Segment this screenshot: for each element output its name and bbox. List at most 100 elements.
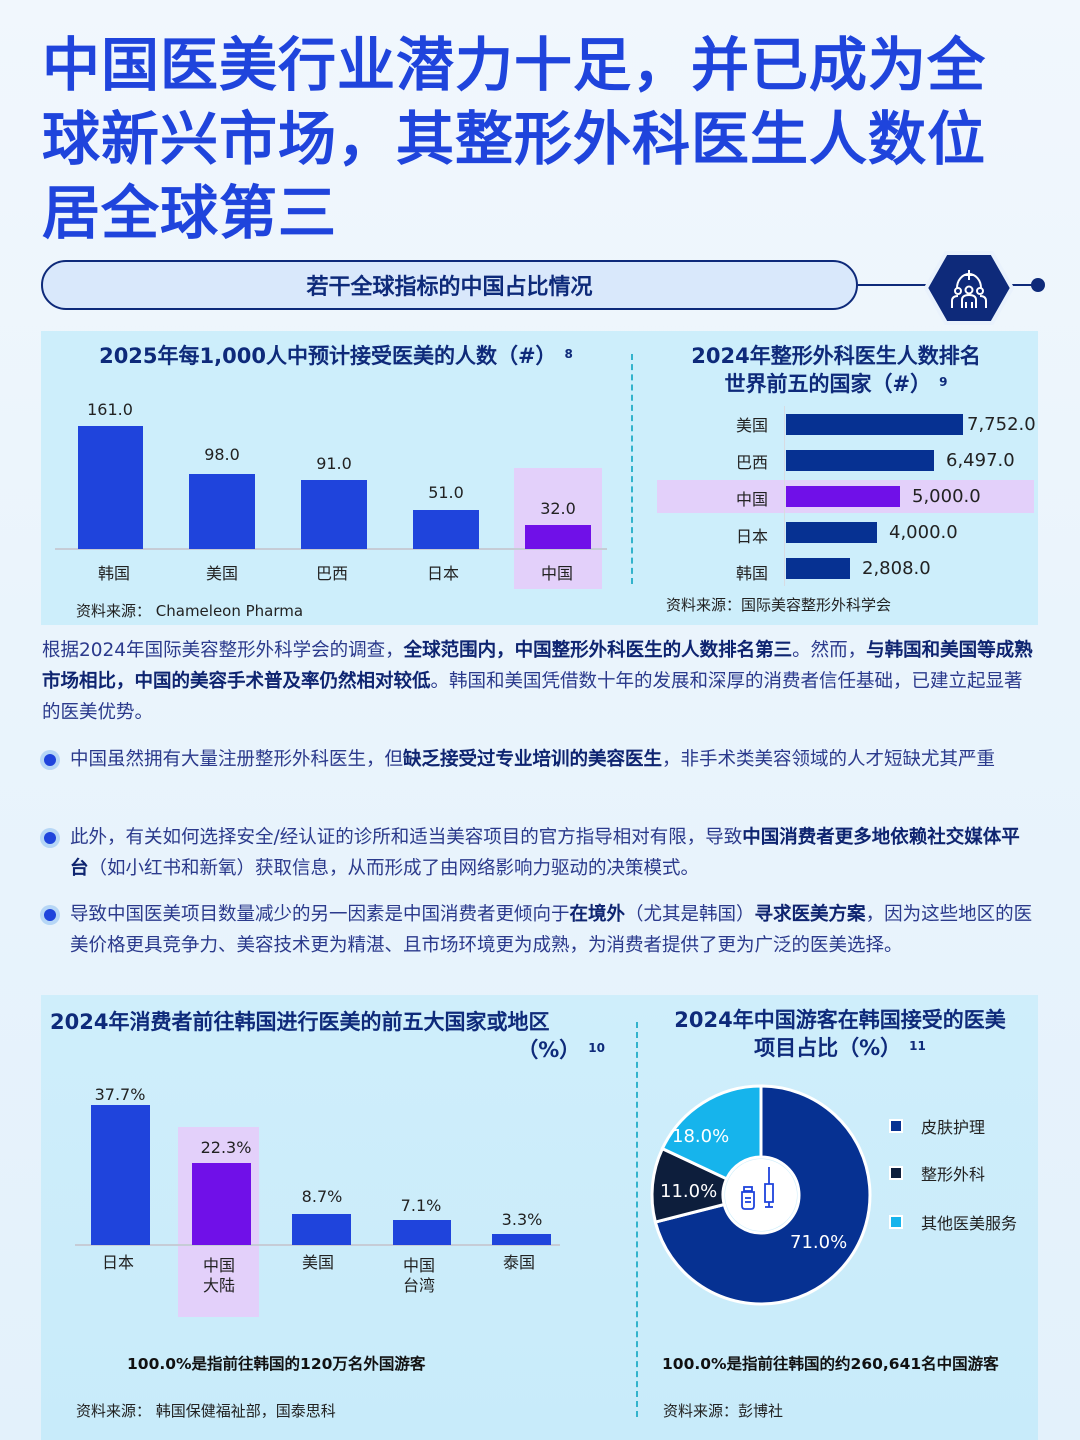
text-run-bold: 缺乏接受过专业培训的美容医生 — [403, 749, 663, 770]
bar-china — [786, 486, 900, 507]
value-label: 5,000.0 — [912, 486, 981, 507]
legend-swatch — [889, 1119, 903, 1133]
chart3-title-line: （%） — [517, 1038, 581, 1062]
category-label: 巴西 — [315, 564, 348, 583]
legend-item: 整形外科 — [889, 1161, 985, 1185]
legend-label: 整形外科 — [921, 1165, 986, 1184]
bullet-item: 此外，有关如何选择安全/经认证的诊所和适当美容项目的官方指导相对有限，导致中国消… — [42, 822, 1038, 884]
text-run: 导致中国医美项目数量减少的另一因素是中国消费者更倾向于 — [70, 904, 570, 925]
vial-syringe-icon — [741, 1167, 774, 1210]
bullet-dot-icon — [44, 754, 56, 766]
legend-swatch — [889, 1166, 903, 1180]
bar-japan — [786, 522, 877, 543]
chart-divider — [636, 1022, 638, 1417]
text-run: ，因为这些地区的医美价格更具竞争力、美容技术更为精湛、且市场环境更为成熟，为消费… — [70, 904, 1033, 956]
legend-label: 其他医美服务 — [921, 1214, 1018, 1233]
text-run-bold: 中国消费者更多地依赖社交媒体平台 — [70, 827, 1020, 879]
x-axis-line — [55, 548, 607, 550]
bar-china-taiwan — [393, 1220, 451, 1245]
value-label: 3.3% — [501, 1210, 543, 1229]
text-run: ，非手术类美容领域的人才短缺尤其严重 — [662, 749, 996, 770]
connector-line — [858, 284, 928, 286]
category-label: 韩国 — [735, 564, 768, 583]
category-label: 日本 — [101, 1253, 134, 1272]
bullet-item: 中国虽然拥有大量注册整形外科医生，但缺乏接受过专业培训的美容医生，非手术类美容领… — [42, 744, 1038, 775]
bar-usa — [786, 414, 963, 435]
text-run: 根据2024年国际美容整形外科学会的调查， — [42, 640, 404, 661]
chart1-title-text: 2025年每1,000人中预计接受医美的人数（#） — [99, 344, 557, 368]
bullet-dot-icon — [44, 909, 56, 921]
category-label: 美国 — [301, 1253, 334, 1272]
text-run: 中国虽然拥有大量注册整形外科医生，但 — [70, 749, 404, 770]
value-label: 7.1% — [400, 1196, 442, 1215]
donut-chart — [650, 1084, 872, 1306]
slice-other-services — [660, 1084, 763, 1181]
chart4-title: 2024年中国游客在韩国接受的医美 项目占比（%） 11 — [650, 1006, 1030, 1062]
bar-brazil — [786, 450, 934, 471]
text-run-bold: 寻求医美方案 — [754, 904, 866, 925]
footnote-marker: 11 — [909, 1039, 926, 1053]
category-label: 中国 台湾 — [402, 1256, 435, 1295]
footnote-marker: 9 — [939, 375, 948, 389]
bar-japan — [91, 1105, 150, 1245]
category-label: 泰国 — [502, 1253, 535, 1272]
page-title: 中国医美行业潜力十足，并已成为全 球新兴市场，其整形外科医生人数位 居全球第三 — [42, 28, 1042, 250]
text-run-bold: 全球范围内，中国整形外科医生的人数排名第三 — [403, 640, 793, 661]
chart3-source: 资料来源： 韩国保健福祉部，国泰思科 — [76, 1402, 336, 1420]
chart4-title-line: 2024年中国游客在韩国接受的医美 — [674, 1008, 1006, 1032]
text-run-bold: 与韩国和美国等成熟市场相比，中国的美容手术普及率仍然相对较低 — [42, 640, 1033, 692]
text-run: 。韩国和美国凭借数十年的发展和深厚的消费者信任基础，已建立起显著的医美优势。 — [42, 671, 1023, 723]
medical-team-icon — [924, 251, 1014, 325]
slice-label: 18.0% — [672, 1126, 730, 1147]
value-label: 8.7% — [301, 1187, 343, 1206]
value-label: 51.0 — [428, 483, 464, 502]
y-axis-line — [784, 406, 785, 586]
bar-china-mainland — [192, 1163, 251, 1245]
connector-dot — [1031, 278, 1045, 292]
section-header-label: 若干全球指标的中国占比情况 — [306, 275, 593, 300]
chart2-source: 资料来源：国际美容整形外科学会 — [666, 596, 892, 614]
title-line-2: 球新兴市场，其整形外科医生人数位 — [42, 105, 987, 173]
bar-korea — [786, 558, 850, 579]
category-label: 日本 — [426, 564, 459, 583]
value-label: 91.0 — [316, 454, 352, 473]
chart4-title-line: 项目占比（%） — [754, 1036, 902, 1060]
legend-item: 皮肤护理 — [889, 1114, 985, 1138]
value-label: 2,808.0 — [862, 558, 931, 579]
value-label: 4,000.0 — [889, 522, 958, 543]
chart4-source: 资料来源：彭博社 — [663, 1402, 784, 1420]
bullet-dot-icon — [44, 832, 56, 844]
bar-usa — [189, 474, 255, 549]
value-label: 7,752.0 — [967, 414, 1036, 435]
category-label: 巴西 — [735, 453, 768, 472]
text-run-bold: 在境外 — [569, 904, 626, 925]
x-axis-line — [75, 1244, 560, 1246]
section-header: 若干全球指标的中国占比情况 — [41, 260, 858, 310]
legend-item: 其他医美服务 — [889, 1210, 1017, 1234]
category-label: 韩国 — [97, 564, 130, 583]
chart2-title-line: 2024年整形外科医生人数排名 — [691, 344, 981, 368]
category-label: 美国 — [205, 564, 238, 583]
text-run: 此外，有关如何选择安全/经认证的诊所和适当美容项目的官方指导相对有限，导致 — [70, 827, 743, 848]
text-run: （尤其是韩国） — [625, 904, 755, 925]
bar-china — [525, 525, 591, 549]
chart-divider — [631, 354, 633, 584]
bullet-item: 导致中国医美项目数量减少的另一因素是中国消费者更倾向于在境外（尤其是韩国）寻求医… — [42, 899, 1038, 961]
slice-skin-care — [653, 1084, 872, 1306]
text-run: 。然而， — [792, 640, 867, 661]
value-label: 6,497.0 — [946, 450, 1015, 471]
value-label: 32.0 — [540, 499, 576, 518]
intro-paragraph: 根据2024年国际美容整形外科学会的调查，全球范围内，中国整形外科医生的人数排名… — [42, 635, 1038, 728]
chart3-title-line: 2024年消费者前往韩国进行医美的前五大国家或地区 — [50, 1010, 550, 1034]
category-label: 中国 — [735, 490, 768, 509]
chart3-title: 2024年消费者前往韩国进行医美的前五大国家或地区 （%） 10 — [50, 1008, 605, 1064]
footnote-marker: 10 — [588, 1041, 605, 1055]
footnote-marker: 8 — [564, 347, 573, 361]
chart2-title: 2024年整形外科医生人数排名 世界前五的国家（#） 9 — [646, 342, 1026, 398]
slice-label: 11.0% — [660, 1181, 718, 1202]
value-label: 98.0 — [204, 445, 240, 464]
legend-swatch — [889, 1215, 903, 1229]
connector-line — [1010, 284, 1034, 286]
chart1-title: 2025年每1,000人中预计接受医美的人数（#） 8 — [41, 342, 631, 370]
bar-brazil — [301, 480, 367, 549]
